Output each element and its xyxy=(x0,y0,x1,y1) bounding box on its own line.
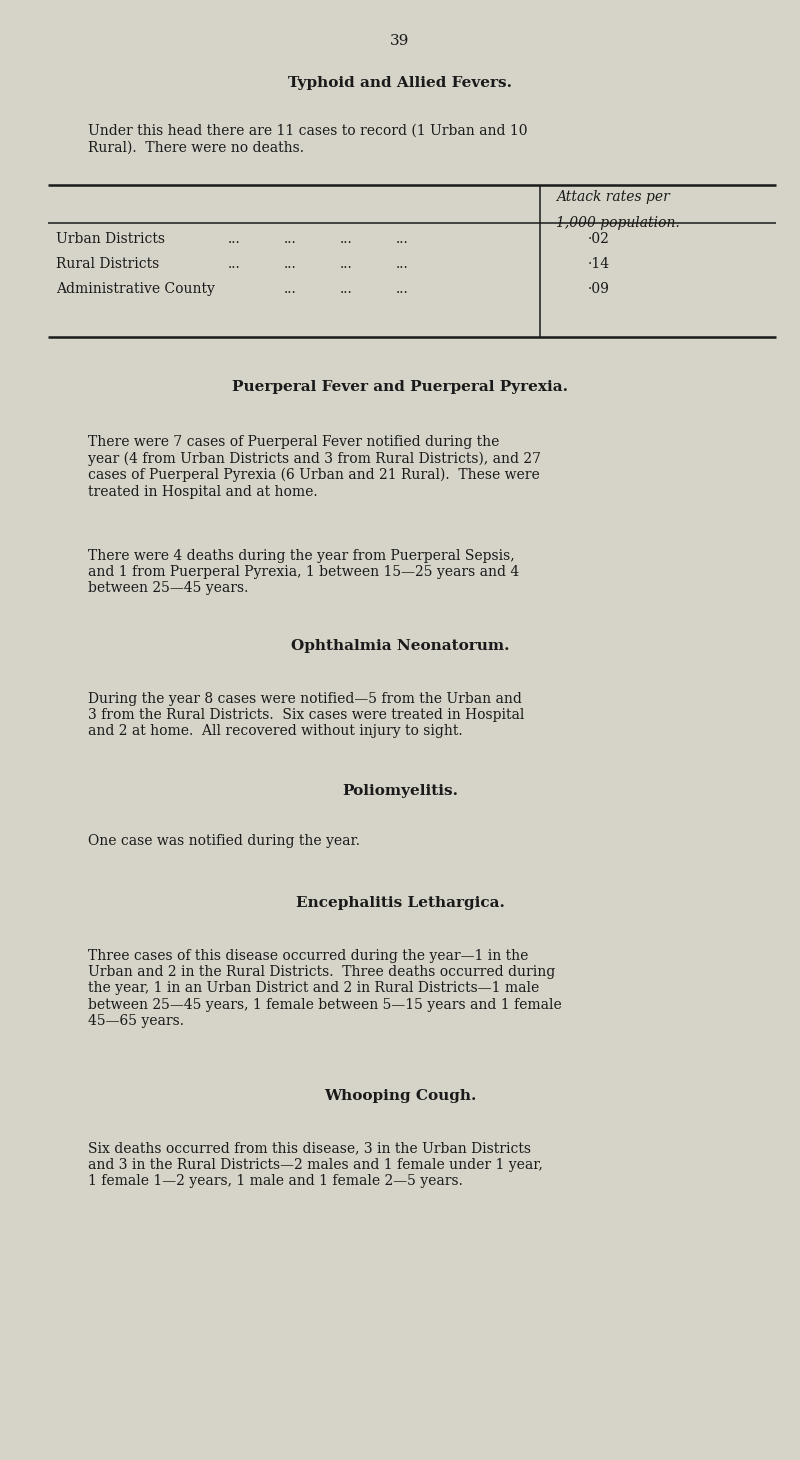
Text: ...: ... xyxy=(228,232,241,247)
Text: There were 7 cases of Puerperal Fever notified during the
year (4 from Urban Dis: There were 7 cases of Puerperal Fever no… xyxy=(88,435,541,499)
Text: Poliomyelitis.: Poliomyelitis. xyxy=(342,784,458,799)
Text: Whooping Cough.: Whooping Cough. xyxy=(324,1089,476,1104)
Text: Three cases of this disease occurred during the year—1 in the
Urban and 2 in the: Three cases of this disease occurred dur… xyxy=(88,949,562,1028)
Text: ...: ... xyxy=(396,282,409,296)
Text: ...: ... xyxy=(340,282,353,296)
Text: Puerperal Fever and Puerperal Pyrexia.: Puerperal Fever and Puerperal Pyrexia. xyxy=(232,380,568,394)
Text: Administrative County: Administrative County xyxy=(56,282,215,296)
Text: ...: ... xyxy=(396,232,409,247)
Text: ...: ... xyxy=(284,282,297,296)
Text: There were 4 deaths during the year from Puerperal Sepsis,
and 1 from Puerperal : There were 4 deaths during the year from… xyxy=(88,549,519,596)
Text: Encephalitis Lethargica.: Encephalitis Lethargica. xyxy=(295,896,505,911)
Text: ...: ... xyxy=(284,257,297,272)
Text: Six deaths occurred from this disease, 3 in the Urban Districts
and 3 in the Rur: Six deaths occurred from this disease, 3… xyxy=(88,1142,543,1188)
Text: ·14: ·14 xyxy=(588,257,610,272)
Text: 1,000 population.: 1,000 population. xyxy=(556,216,680,231)
Text: Typhoid and Allied Fevers.: Typhoid and Allied Fevers. xyxy=(288,76,512,91)
Text: ...: ... xyxy=(396,257,409,272)
Text: Ophthalmia Neonatorum.: Ophthalmia Neonatorum. xyxy=(290,639,510,654)
Text: ·02: ·02 xyxy=(588,232,610,247)
Text: Attack rates per: Attack rates per xyxy=(556,190,670,204)
Text: Urban Districts: Urban Districts xyxy=(56,232,165,247)
Text: ...: ... xyxy=(284,232,297,247)
Text: Under this head there are 11 cases to record (1 Urban and 10
Rural).  There were: Under this head there are 11 cases to re… xyxy=(88,124,527,155)
Text: Rural Districts: Rural Districts xyxy=(56,257,159,272)
Text: ...: ... xyxy=(340,232,353,247)
Text: During the year 8 cases were notified—5 from the Urban and
3 from the Rural Dist: During the year 8 cases were notified—5 … xyxy=(88,692,524,739)
Text: 39: 39 xyxy=(390,34,410,48)
Text: ...: ... xyxy=(228,257,241,272)
Text: ...: ... xyxy=(340,257,353,272)
Text: ·09: ·09 xyxy=(588,282,610,296)
Text: One case was notified during the year.: One case was notified during the year. xyxy=(88,834,360,848)
